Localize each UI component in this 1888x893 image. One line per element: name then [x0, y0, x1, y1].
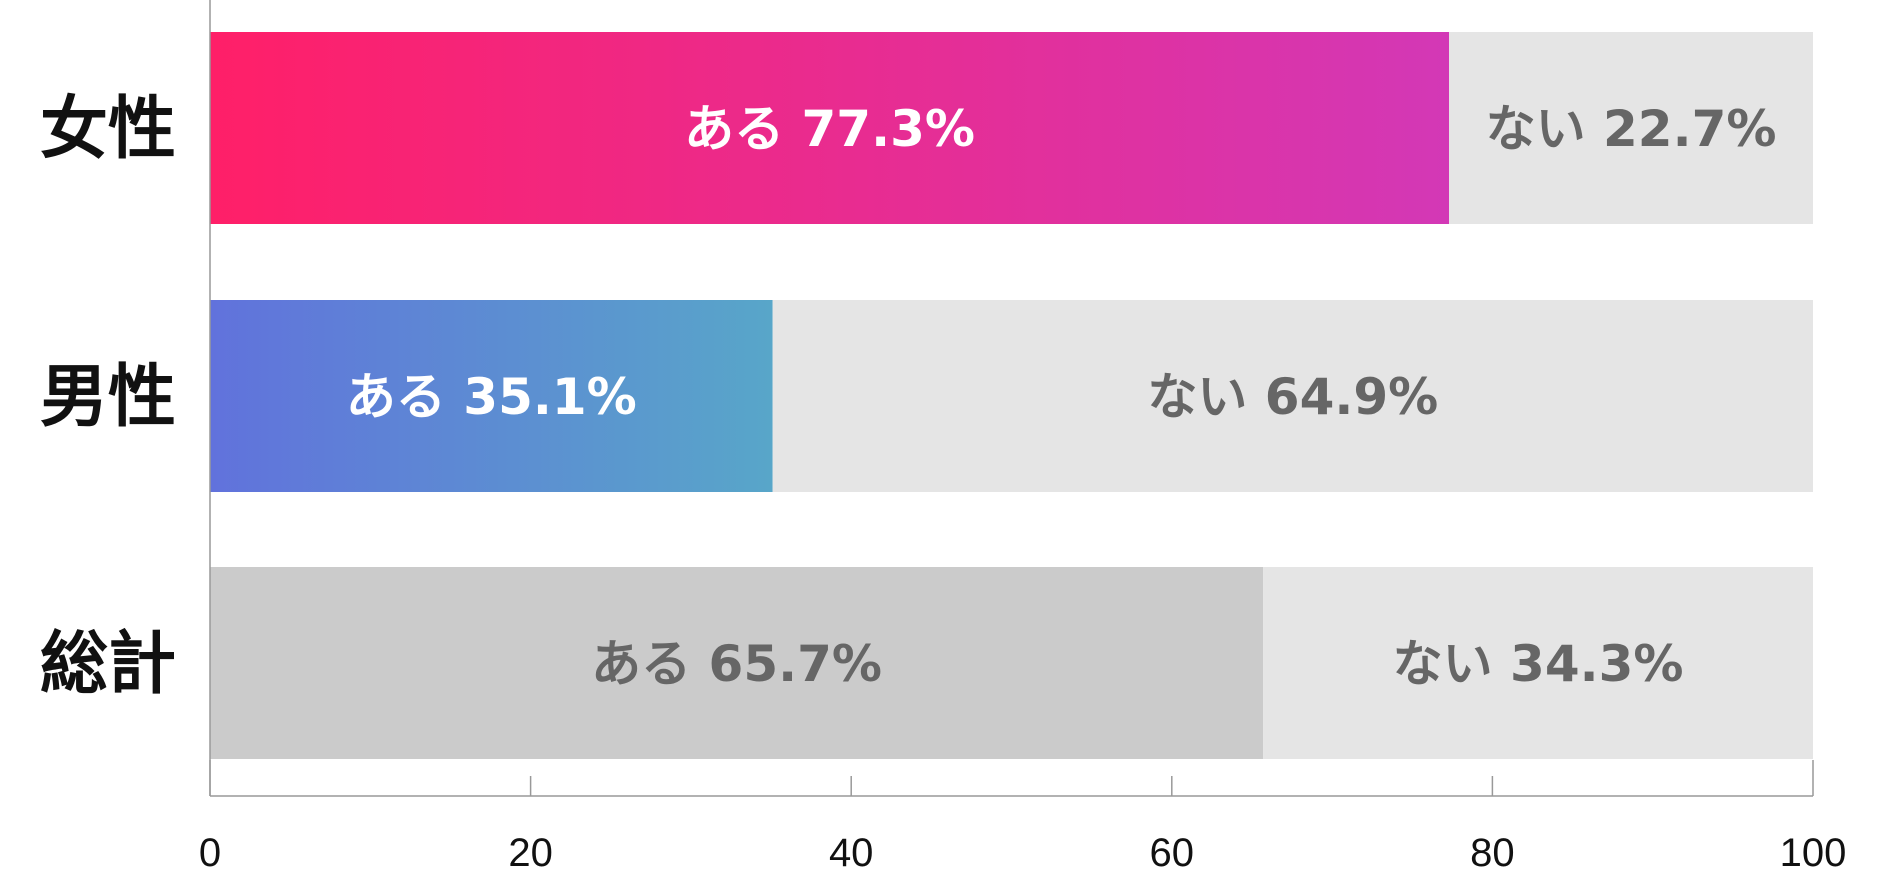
x-tick-label-60: 60	[1150, 831, 1195, 875]
bar-yes-male	[210, 300, 773, 492]
axes-group: 0 20 40 60 80 100	[199, 0, 1847, 875]
bar-yes-female	[210, 32, 1450, 224]
category-label-female: 女性	[40, 90, 176, 169]
bar-no-female	[1449, 32, 1813, 224]
bar-no-total	[1263, 567, 1813, 759]
x-tick-label-0: 0	[199, 831, 221, 875]
bar-yes-total	[210, 567, 1264, 759]
bars-group	[210, 32, 1813, 759]
x-tick-label-80: 80	[1470, 831, 1515, 875]
x-tick-label-20: 20	[508, 831, 553, 875]
labels-group: 女性 ある 77.3% ない 22.7% 男性 ある 35.1% ない 64.9% 総計 ある…	[40, 90, 1777, 704]
data-label-no-total: ない 34.3%	[1393, 635, 1684, 693]
category-label-male: 男性	[40, 358, 176, 437]
data-label-yes-male: ある 35.1%	[346, 368, 637, 426]
x-tick-label-40: 40	[829, 831, 874, 875]
data-label-yes-female: ある 77.3%	[684, 100, 975, 158]
category-label-total: 総計	[40, 625, 176, 704]
data-label-yes-total: ある 65.7%	[591, 635, 882, 693]
bar-no-male	[772, 300, 1813, 492]
data-label-no-female: ない 22.7%	[1486, 100, 1777, 158]
x-tick-label-100: 100	[1780, 831, 1847, 875]
data-label-no-male: ない 64.9%	[1147, 368, 1438, 426]
